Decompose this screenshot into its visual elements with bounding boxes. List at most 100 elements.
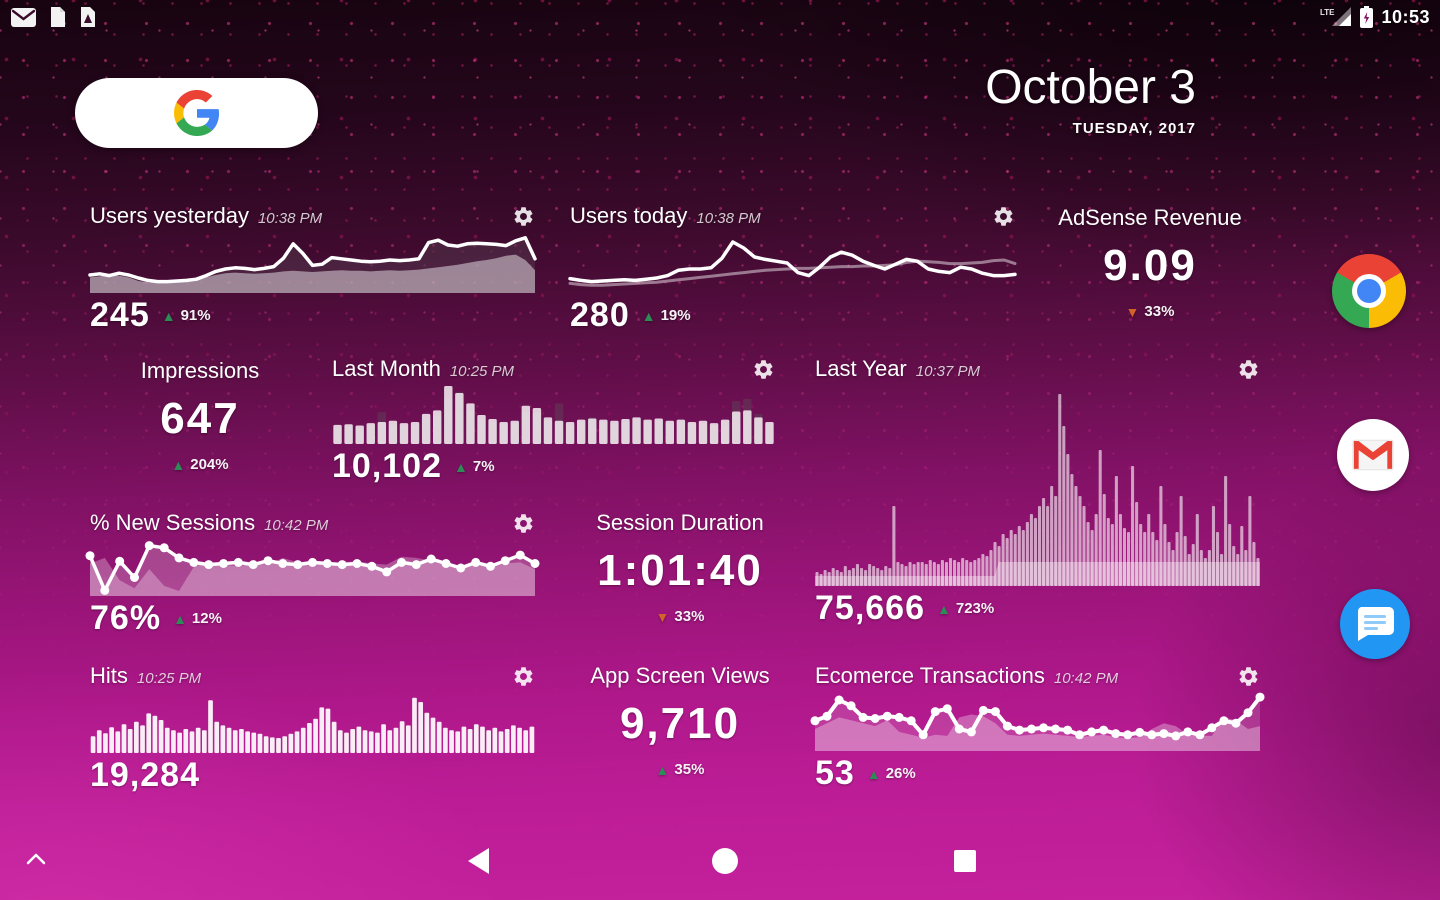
battery-charging-icon xyxy=(1360,6,1374,28)
metric-value: 280 xyxy=(570,296,630,334)
widget-session-duration[interactable]: Session Duration 1:01:40 ▼ 33% xyxy=(560,510,800,625)
metric-delta: 723% xyxy=(955,600,995,617)
widget-title: Ecomerce Transactions xyxy=(815,663,1045,688)
widget-title: Users yesterday xyxy=(90,203,249,228)
trend-down-icon: ▼ xyxy=(655,608,670,625)
gmail-icon[interactable] xyxy=(1337,419,1409,491)
new-sessions-chart xyxy=(85,541,540,596)
metric-value: 245 xyxy=(90,296,150,334)
date-subtitle: TUESDAY, 2017 xyxy=(1072,119,1196,137)
metric-delta: 204% xyxy=(190,456,229,473)
settings-icon[interactable] xyxy=(1237,358,1260,381)
settings-icon[interactable] xyxy=(752,358,775,381)
widget-title: Last Year xyxy=(815,356,907,381)
clock-time: 10:53 xyxy=(1381,6,1430,27)
widget-last-month[interactable]: Last Month 10:25 PM 10,102 ▲ 7% xyxy=(332,356,775,486)
widget-timestamp: 10:38 PM xyxy=(696,210,761,227)
chrome-icon[interactable] xyxy=(1332,254,1406,328)
chevron-up-icon[interactable] xyxy=(26,852,46,865)
widget-timestamp: 10:42 PM xyxy=(1053,670,1119,687)
trend-up-icon: ▲ xyxy=(161,307,176,324)
trend-up-icon: ▲ xyxy=(171,456,186,473)
widget-ecommerce-transactions[interactable]: Ecomerce Transactions 10:42 PM 53 ▲ 26% xyxy=(810,663,1265,793)
metric-value: 1:01:40 xyxy=(597,546,763,595)
metric-value: 10,102 xyxy=(332,447,442,485)
widget-title: App Screen Views xyxy=(590,663,770,688)
document-notification-icon xyxy=(51,7,65,27)
gmail-envelope xyxy=(1352,439,1394,471)
trend-down-icon: ▼ xyxy=(1125,303,1140,320)
google-logo-icon xyxy=(173,90,219,136)
widget-timestamp: 10:37 PM xyxy=(915,363,980,380)
metric-value: 53 xyxy=(815,754,855,792)
widget-users-yesterday[interactable]: Users yesterday 10:38 PM 245 ▲ 91% xyxy=(88,203,537,335)
messages-icon[interactable] xyxy=(1340,589,1410,659)
metric-delta: 91% xyxy=(180,307,211,324)
trend-up-icon: ▲ xyxy=(655,761,670,778)
last-month-chart xyxy=(333,386,774,444)
users-yesterday-chart xyxy=(88,236,537,293)
drive-file-notification-icon xyxy=(81,7,95,27)
back-icon[interactable] xyxy=(468,848,489,874)
metric-value: 76% xyxy=(90,599,162,637)
users-today-chart xyxy=(568,240,1017,287)
status-bar: LTE 10:53 xyxy=(0,0,1440,34)
settings-icon[interactable] xyxy=(992,205,1015,228)
widget-app-screen-views[interactable]: App Screen Views 9,710 ▲ 35% xyxy=(560,663,800,778)
chrome-dot xyxy=(1357,279,1381,303)
widget-timestamp: 10:25 PM xyxy=(136,670,202,687)
trend-up-icon: ▲ xyxy=(937,600,951,617)
widget-timestamp: 10:38 PM xyxy=(257,210,323,227)
recents-icon[interactable] xyxy=(954,850,976,872)
metric-delta: 7% xyxy=(472,458,495,475)
last-year-chart xyxy=(815,394,1260,586)
messages-bubble xyxy=(1357,607,1394,641)
widget-title: % New Sessions xyxy=(90,510,256,535)
widget-users-today[interactable]: Users today 10:38 PM 280 ▲ 19% xyxy=(568,203,1017,335)
widget-new-sessions[interactable]: % New Sessions 10:42 PM 76% ▲ 12% xyxy=(85,510,540,638)
widget-adsense-revenue[interactable]: AdSense Revenue 9.09 ▼ 33% xyxy=(1040,205,1260,320)
widget-title: Impressions xyxy=(140,358,260,383)
widget-last-year[interactable]: Last Year 10:37 PM 75,666 ▲ 723% xyxy=(815,356,1260,628)
metric-delta: 12% xyxy=(191,610,222,627)
gmail-notification-icon xyxy=(11,7,36,27)
hits-chart xyxy=(90,697,535,753)
settings-icon[interactable] xyxy=(512,205,535,228)
widget-title: Last Month xyxy=(332,356,441,381)
widget-title: AdSense Revenue xyxy=(1058,205,1242,230)
widget-title: Hits xyxy=(90,663,128,688)
widget-timestamp: 10:42 PM xyxy=(264,517,329,534)
widget-timestamp: 10:25 PM xyxy=(449,363,515,380)
lte-signal-icon: LTE xyxy=(1320,7,1352,26)
ecommerce-transactions-chart xyxy=(810,692,1265,751)
notification-icons xyxy=(10,6,97,28)
metric-delta: 35% xyxy=(674,761,705,778)
metric-delta: 33% xyxy=(674,608,705,625)
metric-value: 647 xyxy=(160,394,240,443)
metric-delta: 26% xyxy=(885,765,916,782)
widget-hits[interactable]: Hits 10:25 PM 19,284 xyxy=(90,663,535,795)
settings-icon[interactable] xyxy=(1237,665,1260,688)
metric-value: 9,710 xyxy=(619,699,741,748)
widget-title: Session Duration xyxy=(596,510,764,535)
status-indicators: LTE 10:53 xyxy=(1320,6,1430,28)
metric-delta: 19% xyxy=(660,307,691,324)
svg-text:LTE: LTE xyxy=(1320,8,1335,17)
trend-up-icon: ▲ xyxy=(641,307,656,324)
date-widget[interactable]: October 3 TUESDAY, 2017 xyxy=(985,61,1196,137)
trend-up-icon: ▲ xyxy=(454,458,468,475)
trend-up-icon: ▲ xyxy=(866,765,881,782)
widget-title: Users today xyxy=(570,203,688,228)
widget-impressions[interactable]: Impressions 647 ▲ 204% xyxy=(95,358,305,473)
settings-icon[interactable] xyxy=(512,512,535,535)
settings-icon[interactable] xyxy=(512,665,535,688)
google-search-bar[interactable] xyxy=(75,78,318,148)
home-icon[interactable] xyxy=(712,848,738,874)
metric-value: 75,666 xyxy=(815,589,925,627)
metric-value: 19,284 xyxy=(90,756,200,794)
trend-up-icon: ▲ xyxy=(173,610,187,627)
metric-value: 9.09 xyxy=(1103,241,1197,290)
date-title: October 3 xyxy=(985,61,1196,114)
metric-delta: 33% xyxy=(1144,303,1175,320)
